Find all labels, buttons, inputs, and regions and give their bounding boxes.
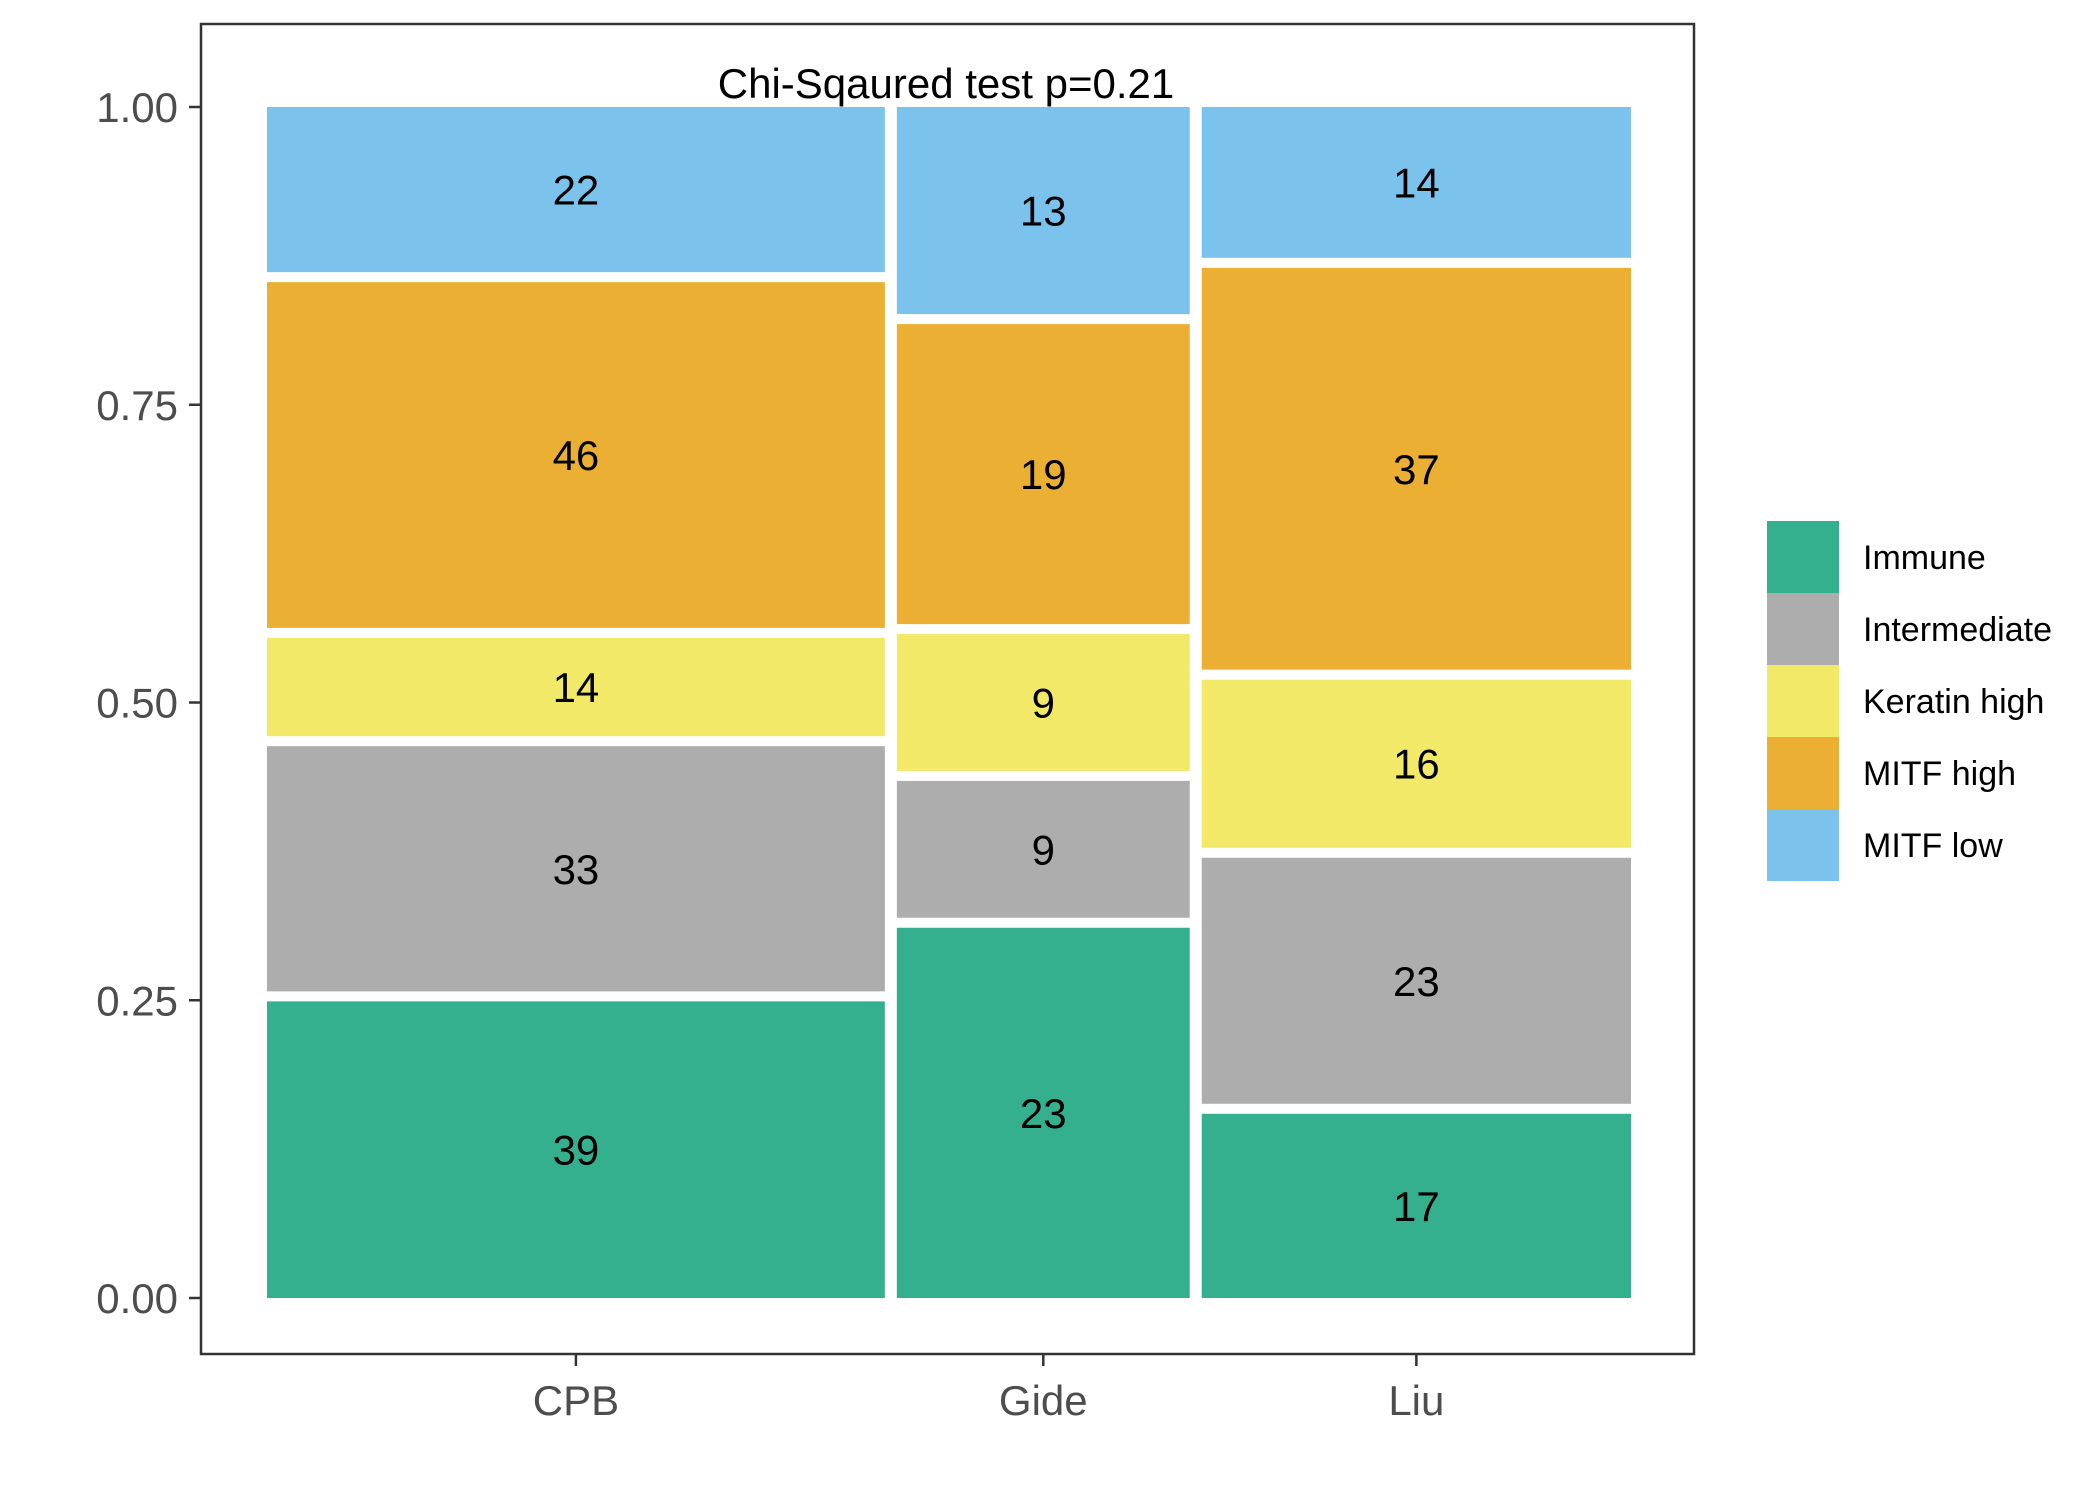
bars-group (267, 107, 1631, 1298)
x-tick-label-cpb: CPB (533, 1377, 619, 1424)
y-tick-label-0-25: 0.25 (96, 977, 178, 1024)
segment-liu-mitf-high (1201, 267, 1631, 670)
x-tick-label-gide: Gide (999, 1377, 1088, 1424)
segment-gide-mitf-low (896, 107, 1190, 315)
y-axis: 0.00 0.25 0.50 0.75 1.00 (96, 84, 201, 1322)
legend-key-immune (1767, 521, 1839, 593)
legend-label-intermediate: Intermediate (1863, 611, 2052, 649)
segment-cpb-immune (267, 1001, 885, 1298)
legend-key-mitf-high (1767, 737, 1839, 809)
segment-liu-immune (1201, 1113, 1631, 1298)
segment-cpb-intermediate (267, 746, 885, 992)
y-tick-label-0-50: 0.50 (96, 680, 178, 727)
segment-cpb-mitf-high (267, 282, 885, 628)
legend-label-immune: Immune (1863, 539, 1986, 577)
data-label-gide-keratin-high: 9 (1032, 680, 1055, 727)
y-tick-label-0-75: 0.75 (96, 382, 178, 429)
legend-label-mitf-low: MITF low (1863, 827, 2003, 865)
legend-key-keratin-high (1767, 665, 1839, 737)
legend: Immune Intermediate Keratin high MITF high M… (1767, 521, 2052, 881)
segment-gide-immune (896, 927, 1190, 1298)
segment-liu-keratin-high (1201, 679, 1631, 848)
x-tick-label-liu: Liu (1388, 1377, 1444, 1424)
segment-liu-mitf-low (1201, 107, 1631, 258)
x-axis: CPB Gide Liu (533, 1354, 1444, 1424)
segment-labels-group: 39 33 14 46 22 23 9 9 19 13 17 23 16 37 14 (553, 159, 1440, 1229)
data-label-gide-mitf-high: 19 (1020, 451, 1067, 498)
segment-cpb-mitf-low (267, 107, 885, 273)
segment-liu-intermediate (1201, 857, 1631, 1104)
data-label-liu-intermediate: 23 (1393, 958, 1440, 1005)
data-label-cpb-mitf-high: 46 (553, 432, 600, 479)
data-label-liu-keratin-high: 16 (1393, 741, 1440, 788)
segment-gide-intermediate (896, 780, 1190, 918)
data-label-gide-immune: 23 (1020, 1090, 1067, 1137)
data-label-liu-mitf-high: 37 (1393, 446, 1440, 493)
data-label-cpb-intermediate: 33 (553, 846, 600, 893)
data-label-cpb-keratin-high: 14 (553, 664, 600, 711)
data-label-cpb-immune: 39 (553, 1127, 600, 1174)
data-label-liu-immune: 17 (1393, 1183, 1440, 1230)
data-label-liu-mitf-low: 14 (1393, 159, 1440, 206)
data-label-gide-intermediate: 9 (1032, 826, 1055, 873)
legend-label-keratin-high: Keratin high (1863, 683, 2044, 721)
segment-gide-keratin-high (896, 634, 1190, 771)
y-tick-label-1-00: 1.00 (96, 84, 178, 131)
segment-cpb-keratin-high (267, 637, 885, 737)
legend-key-intermediate (1767, 593, 1839, 665)
data-label-gide-mitf-low: 13 (1020, 188, 1067, 235)
legend-key-mitf-low (1767, 809, 1839, 881)
legend-label-mitf-high: MITF high (1863, 755, 2016, 793)
data-label-cpb-mitf-low: 22 (553, 167, 600, 214)
segment-gide-mitf-high (896, 324, 1190, 625)
y-tick-label-0-00: 0.00 (96, 1275, 178, 1322)
chart-title: Chi-Sqaured test p=0.21 (718, 60, 1174, 107)
